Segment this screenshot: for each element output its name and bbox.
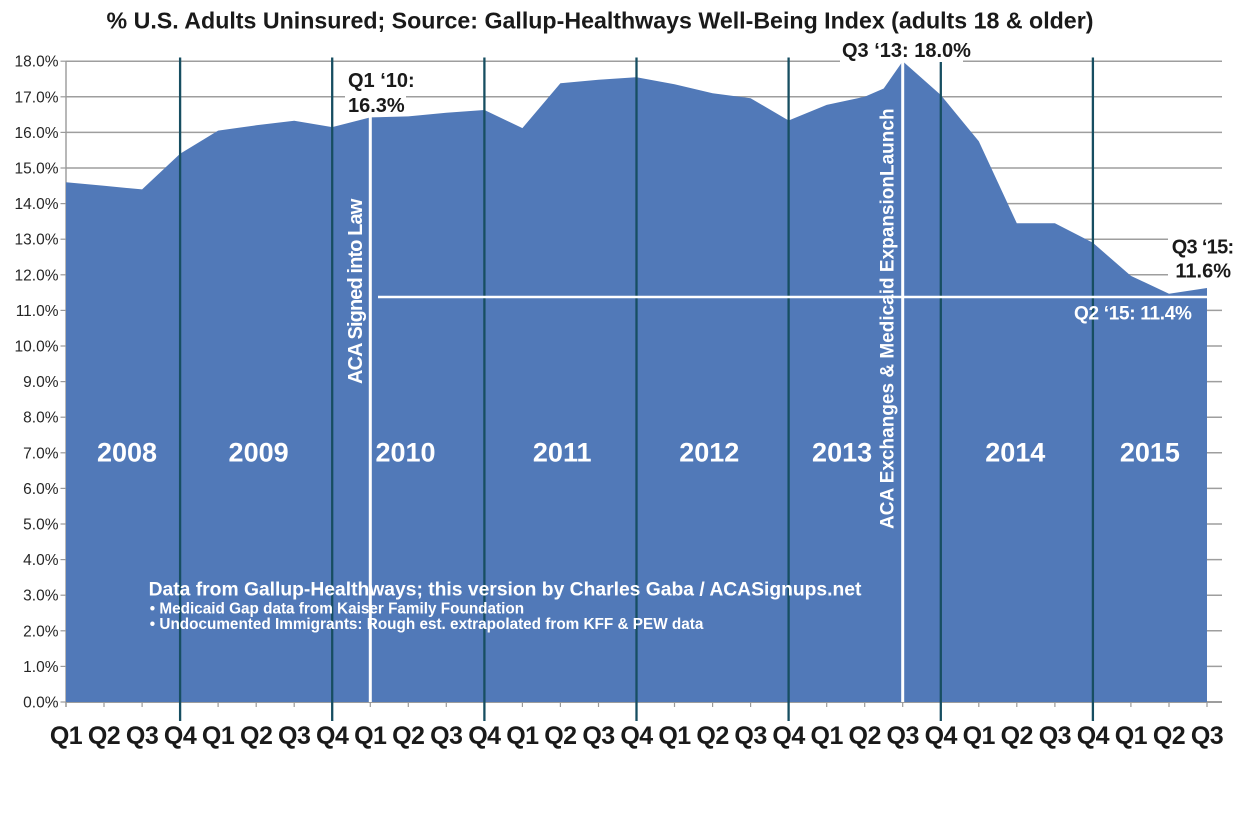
svg-text:10.0%: 10.0% xyxy=(15,339,59,356)
svg-text:9.0%: 9.0% xyxy=(23,374,59,391)
svg-text:Q3 ‘15:: Q3 ‘15: xyxy=(1172,237,1234,259)
svg-text:4.0%: 4.0% xyxy=(23,552,59,569)
svg-text:• Medicaid Gap data from Kaise: • Medicaid Gap data from Kaiser Family F… xyxy=(150,601,524,618)
svg-text:2010: 2010 xyxy=(375,438,435,468)
svg-text:Q1: Q1 xyxy=(658,722,691,750)
svg-text:Q1 ‘10:: Q1 ‘10: xyxy=(348,70,415,92)
svg-text:Q2: Q2 xyxy=(1001,722,1033,750)
svg-text:Q4: Q4 xyxy=(925,722,958,750)
svg-text:0.0%: 0.0% xyxy=(23,695,59,712)
svg-text:Q2: Q2 xyxy=(544,722,576,750)
svg-text:2013: 2013 xyxy=(812,438,872,468)
svg-text:Q2: Q2 xyxy=(392,722,424,750)
svg-text:3.0%: 3.0% xyxy=(23,588,59,605)
svg-text:2011: 2011 xyxy=(533,438,592,468)
svg-text:Q4: Q4 xyxy=(164,722,197,750)
svg-text:13.0%: 13.0% xyxy=(15,232,59,249)
svg-text:18.0%: 18.0% xyxy=(15,54,59,71)
svg-text:Q3: Q3 xyxy=(278,722,310,750)
svg-text:2012: 2012 xyxy=(679,438,739,468)
svg-text:Q4: Q4 xyxy=(316,722,349,750)
svg-text:Q3: Q3 xyxy=(430,722,462,750)
svg-text:2008: 2008 xyxy=(97,438,157,468)
svg-text:6.0%: 6.0% xyxy=(23,481,59,498)
svg-text:12.0%: 12.0% xyxy=(15,267,59,284)
svg-text:Q4: Q4 xyxy=(620,722,653,750)
svg-text:Q3: Q3 xyxy=(582,722,614,750)
svg-text:ACA Exchanges & Medicaid Expan: ACA Exchanges & Medicaid ExpansionLaunch xyxy=(878,108,899,529)
svg-text:Q1: Q1 xyxy=(202,722,235,750)
svg-text:Q2 ‘15: 11.4%: Q2 ‘15: 11.4% xyxy=(1074,304,1192,325)
svg-text:5.0%: 5.0% xyxy=(23,517,59,534)
svg-text:16.3%: 16.3% xyxy=(348,95,405,117)
svg-text:2.0%: 2.0% xyxy=(23,623,59,640)
svg-text:14.0%: 14.0% xyxy=(15,196,59,213)
svg-text:Q3 ‘13: 18.0%: Q3 ‘13: 18.0% xyxy=(842,40,971,62)
svg-text:Q1: Q1 xyxy=(963,722,996,750)
svg-text:Q1: Q1 xyxy=(506,722,539,750)
svg-text:17.0%: 17.0% xyxy=(15,89,59,106)
svg-text:Q2: Q2 xyxy=(849,722,881,750)
svg-text:16.0%: 16.0% xyxy=(15,125,59,142)
svg-text:2015: 2015 xyxy=(1120,438,1180,468)
svg-text:Q3: Q3 xyxy=(734,722,766,750)
svg-text:15.0%: 15.0% xyxy=(15,161,59,178)
svg-text:Q3: Q3 xyxy=(887,722,919,750)
svg-text:2014: 2014 xyxy=(985,438,1045,468)
svg-text:1.0%: 1.0% xyxy=(23,659,59,676)
svg-text:8.0%: 8.0% xyxy=(23,410,59,427)
svg-text:Q1: Q1 xyxy=(1115,722,1148,750)
svg-text:Q4: Q4 xyxy=(1077,722,1110,750)
svg-text:Q2: Q2 xyxy=(1153,722,1185,750)
svg-text:11.6%: 11.6% xyxy=(1175,261,1231,283)
svg-text:Q2: Q2 xyxy=(696,722,728,750)
svg-text:Q2: Q2 xyxy=(88,722,120,750)
svg-text:Q1: Q1 xyxy=(50,722,83,750)
svg-text:11.0%: 11.0% xyxy=(16,303,59,320)
svg-text:Data from Gallup-Healthways; t: Data from Gallup-Healthways; this versio… xyxy=(149,580,862,601)
svg-text:Q4: Q4 xyxy=(468,722,501,750)
svg-text:Q1: Q1 xyxy=(811,722,844,750)
svg-text:Q4: Q4 xyxy=(772,722,805,750)
svg-text:Q3: Q3 xyxy=(126,722,158,750)
svg-text:% U.S. Adults Uninsured; Sourc: % U.S. Adults Uninsured; Source: Gallup-… xyxy=(107,8,1094,34)
svg-text:Q3: Q3 xyxy=(1039,722,1071,750)
svg-text:Q1: Q1 xyxy=(354,722,387,750)
svg-text:ACA Signed into Law: ACA Signed into Law xyxy=(345,198,367,384)
svg-text:2009: 2009 xyxy=(229,438,289,468)
svg-text:• Undocumented Immigrants: Rou: • Undocumented Immigrants: Rough est. ex… xyxy=(150,616,704,633)
svg-text:Q2: Q2 xyxy=(240,722,272,750)
svg-text:7.0%: 7.0% xyxy=(23,445,59,462)
svg-text:Q3: Q3 xyxy=(1191,722,1223,750)
